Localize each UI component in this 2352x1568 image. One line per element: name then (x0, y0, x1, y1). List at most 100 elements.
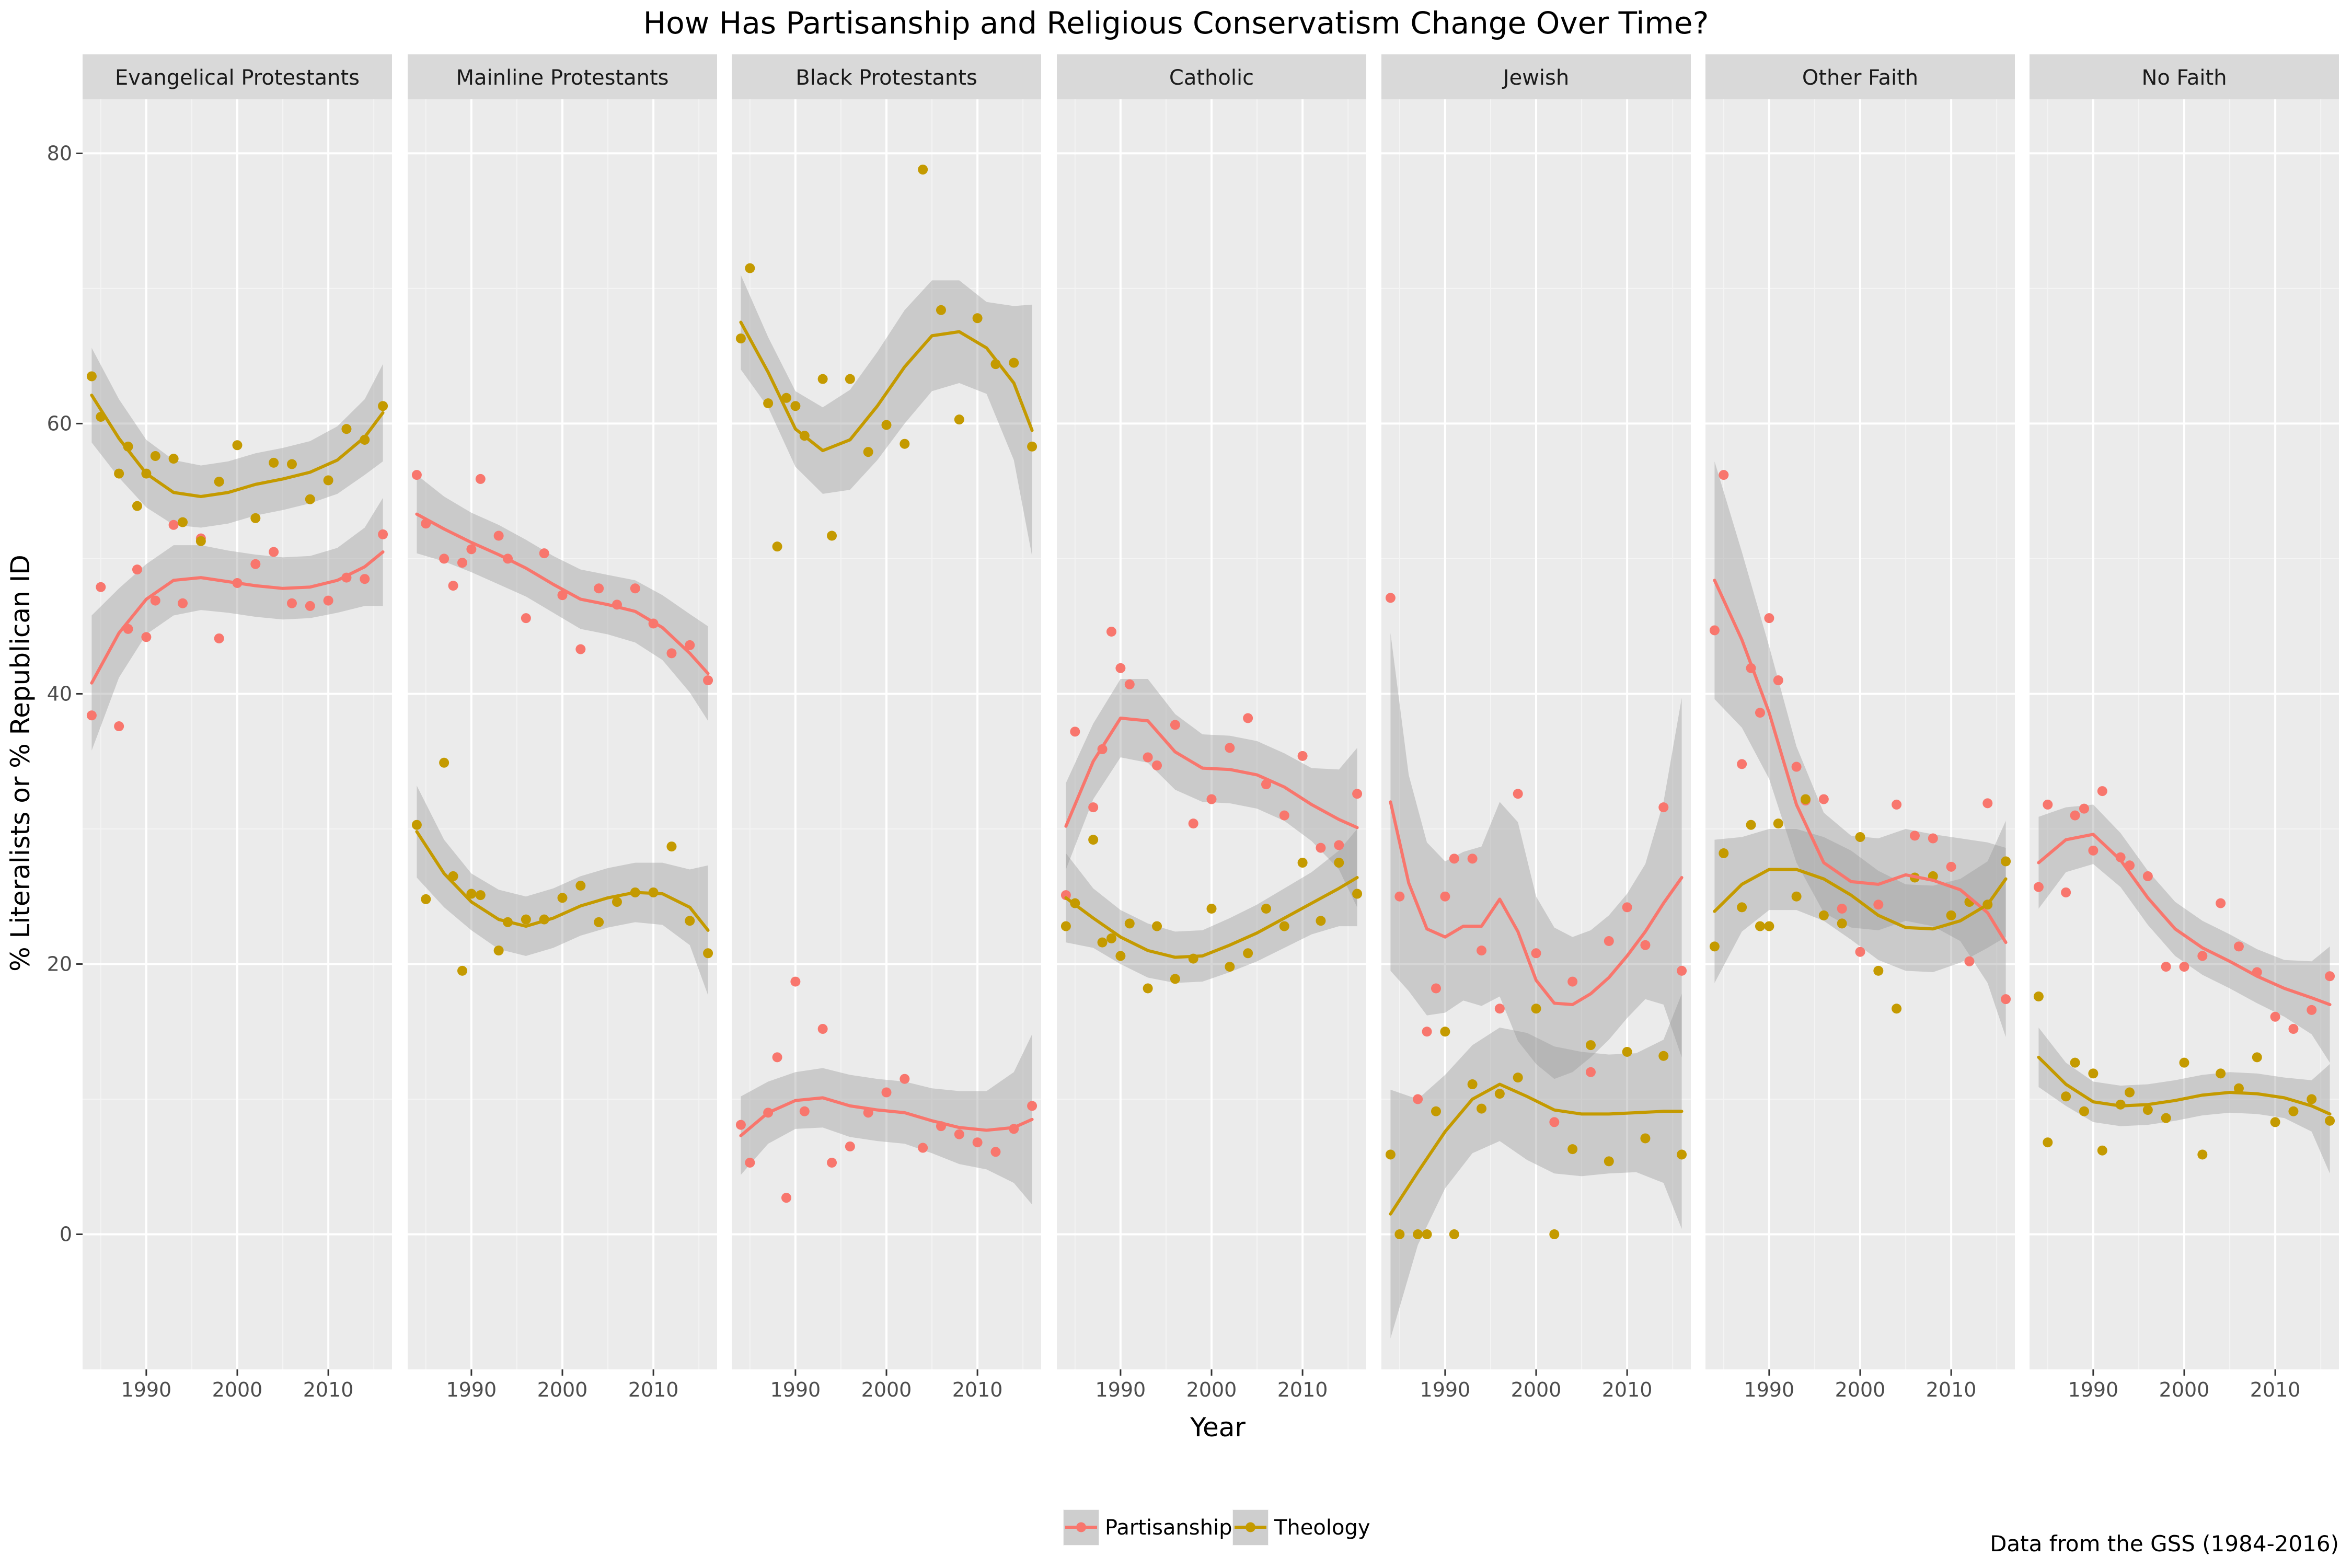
data-point-partisanship (1449, 854, 1459, 864)
strip-label: Black Protestants (795, 66, 977, 90)
trend-line-partisanship (739, 1096, 1034, 1137)
data-point-theology (1737, 902, 1747, 913)
data-point-theology (378, 401, 388, 411)
data-point-partisanship (2079, 803, 2089, 814)
data-point-theology (323, 475, 333, 486)
x-tick-label: 2010 (2250, 1378, 2301, 1401)
data-point-partisanship (1170, 720, 1180, 730)
data-point-theology (1755, 921, 1765, 931)
data-point-theology (2179, 1057, 2189, 1068)
legend-item-partisanship: Partisanship (1063, 1509, 1232, 1546)
data-point-partisanship (475, 474, 486, 484)
panel-other-faith: Other Faith 1990 2000 2010 (1705, 54, 2015, 1401)
panel-evangelical-protestants: Evangelical Protestants 1990 2000 2010 (83, 54, 392, 1401)
data-point-theology (2001, 856, 2011, 867)
data-point-partisanship (1791, 762, 1802, 772)
data-point-partisanship (1928, 833, 1938, 844)
data-point-theology (1206, 903, 1217, 914)
data-point-theology (1892, 1004, 1902, 1014)
trend-line-partisanship (90, 550, 385, 685)
data-point-theology (1818, 910, 1829, 920)
data-point-partisanship (457, 558, 467, 568)
data-point-theology (1440, 1027, 1450, 1037)
x-tick-label: 2000 (212, 1378, 263, 1401)
data-point-partisanship (1352, 789, 1363, 799)
data-point-partisanship (1658, 802, 1669, 813)
x-tick-label: 2000 (2159, 1378, 2210, 1401)
data-point-partisanship (1279, 810, 1289, 821)
x-tick-label: 1990 (446, 1378, 497, 1401)
strip-label: Jewish (1502, 66, 1569, 90)
data-point-theology (1334, 858, 1344, 868)
data-point-theology (1467, 1079, 1478, 1090)
data-point-theology (918, 164, 928, 175)
data-point-theology (1567, 1144, 1578, 1155)
x-tick-label: 2010 (303, 1378, 354, 1401)
data-point-theology (666, 841, 677, 852)
data-point-theology (2079, 1106, 2089, 1116)
data-point-theology (575, 881, 586, 891)
data-point-partisanship (1422, 1027, 1432, 1037)
data-point-theology (1060, 921, 1071, 931)
data-point-theology (1225, 962, 1235, 972)
data-point-partisanship (900, 1074, 910, 1084)
data-point-partisanship (1818, 794, 1829, 804)
data-point-partisanship (1394, 891, 1405, 902)
data-point-theology (763, 398, 774, 409)
data-point-partisanship (2043, 799, 2053, 810)
data-point-partisanship (1143, 752, 1153, 763)
data-point-theology (2061, 1091, 2071, 1102)
data-point-theology (1394, 1229, 1405, 1239)
data-point-partisanship (1909, 831, 1920, 841)
strip-background (1381, 54, 1691, 99)
data-point-partisanship (1773, 675, 1783, 686)
data-point-theology (1124, 918, 1135, 929)
data-point-theology (1413, 1229, 1423, 1239)
trend-line-partisanship (1064, 716, 1359, 829)
data-point-partisanship (990, 1147, 1001, 1157)
data-point-theology (1873, 965, 1884, 976)
data-point-theology (86, 371, 97, 382)
data-point-theology (2233, 1083, 2244, 1093)
legend-key-point (1246, 1522, 1255, 1532)
data-point-theology (1719, 848, 1729, 858)
data-point-partisanship (1709, 625, 1720, 636)
strip-background (1705, 54, 2015, 99)
data-point-partisanship (1413, 1094, 1423, 1104)
data-point-partisanship (439, 554, 449, 564)
data-point-theology (1243, 948, 1253, 959)
data-point-theology (1709, 941, 1720, 952)
data-point-theology (493, 946, 504, 956)
x-tick-label: 1990 (770, 1378, 821, 1401)
data-point-partisanship (323, 595, 333, 606)
data-point-theology (2142, 1105, 2153, 1115)
data-point-partisanship (557, 590, 568, 601)
strip-background (732, 54, 1041, 99)
data-point-theology (827, 531, 837, 541)
strip-label: Evangelical Protestants (115, 66, 360, 90)
data-point-theology (1604, 1156, 1614, 1167)
trend-line-theology (415, 830, 710, 932)
data-point-partisanship (1088, 802, 1099, 813)
x-tick-label: 1990 (2068, 1378, 2119, 1401)
x-tick-label: 2010 (952, 1378, 1003, 1401)
data-point-theology (1549, 1229, 1560, 1239)
confidence-band-partisanship (1714, 461, 2006, 1037)
data-point-partisanship (1677, 965, 1687, 976)
data-point-partisanship (954, 1129, 964, 1139)
data-point-theology (1746, 820, 1756, 830)
data-point-partisanship (1243, 713, 1253, 723)
data-point-theology (2197, 1149, 2208, 1160)
data-point-partisanship (466, 544, 477, 555)
data-point-theology (594, 917, 604, 927)
trend-line-theology (1713, 868, 2008, 931)
trend-line-partisanship (1713, 579, 2008, 944)
data-point-theology (745, 263, 755, 273)
data-point-theology (1297, 858, 1308, 868)
data-point-theology (457, 965, 467, 976)
trend-line-partisanship (1389, 800, 1684, 1007)
data-point-partisanship (132, 564, 142, 575)
x-tick-label: 1990 (1420, 1378, 1471, 1401)
